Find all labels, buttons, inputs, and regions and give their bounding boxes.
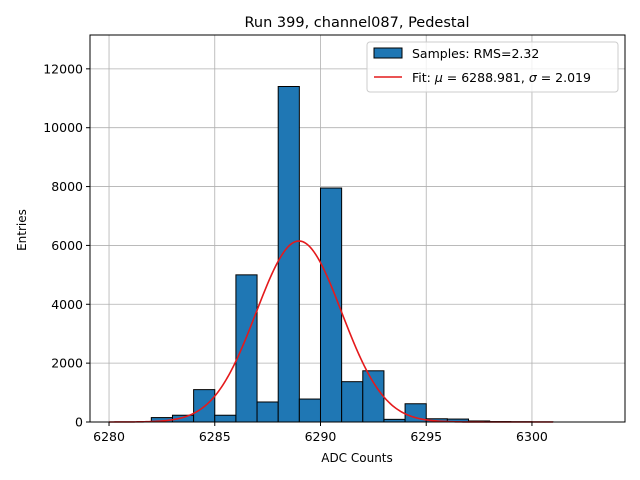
y-tick-label: 12000 <box>43 61 83 76</box>
y-tick-label: 2000 <box>51 356 83 371</box>
y-axis-label: Entries <box>15 209 29 251</box>
histogram-bar <box>341 381 364 423</box>
y-tick-label: 10000 <box>43 120 83 135</box>
x-tick-label: 6285 <box>199 429 231 444</box>
y-tick-label: 0 <box>75 415 83 430</box>
legend-histogram-swatch <box>373 47 403 59</box>
x-axis-ticks: 6280 6285 6290 6295 6300 <box>93 422 548 444</box>
legend-mu-value: = 6288.981, <box>443 70 529 85</box>
histogram-bar <box>362 370 385 423</box>
x-tick-label: 6290 <box>305 429 337 444</box>
legend-box <box>366 41 619 93</box>
y-tick-label: 8000 <box>51 179 83 194</box>
x-axis-label: ADC Counts <box>321 451 393 465</box>
histogram-bar <box>256 401 279 423</box>
x-tick-label: 6295 <box>410 429 442 444</box>
histogram-bar <box>235 274 258 423</box>
legend-mu-symbol: μ <box>434 70 443 85</box>
y-tick-label: 6000 <box>51 238 83 253</box>
histogram-bar <box>298 398 321 423</box>
legend: Samples: RMS=2.32 Fit: μ = 6288.981, σ =… <box>366 41 619 93</box>
x-tick-label: 6300 <box>516 429 548 444</box>
histogram-bar <box>214 414 237 423</box>
y-tick-label: 4000 <box>51 297 83 312</box>
plot-frame <box>89 34 626 423</box>
legend-fit-prefix: Fit: <box>412 70 435 85</box>
legend-histogram-label: Samples: RMS=2.32 <box>412 46 539 61</box>
legend-sigma-value: = 2.019 <box>537 70 591 85</box>
legend-sigma-symbol: σ <box>529 70 538 85</box>
y-axis-ticks: 0 2000 4000 6000 8000 10000 12000 <box>43 61 90 430</box>
chart-title: Run 399, channel087, Pedestal <box>244 15 469 31</box>
x-tick-label: 6280 <box>93 429 125 444</box>
legend-fit-label: Fit: μ = 6288.981, σ = 2.019 <box>412 70 591 85</box>
